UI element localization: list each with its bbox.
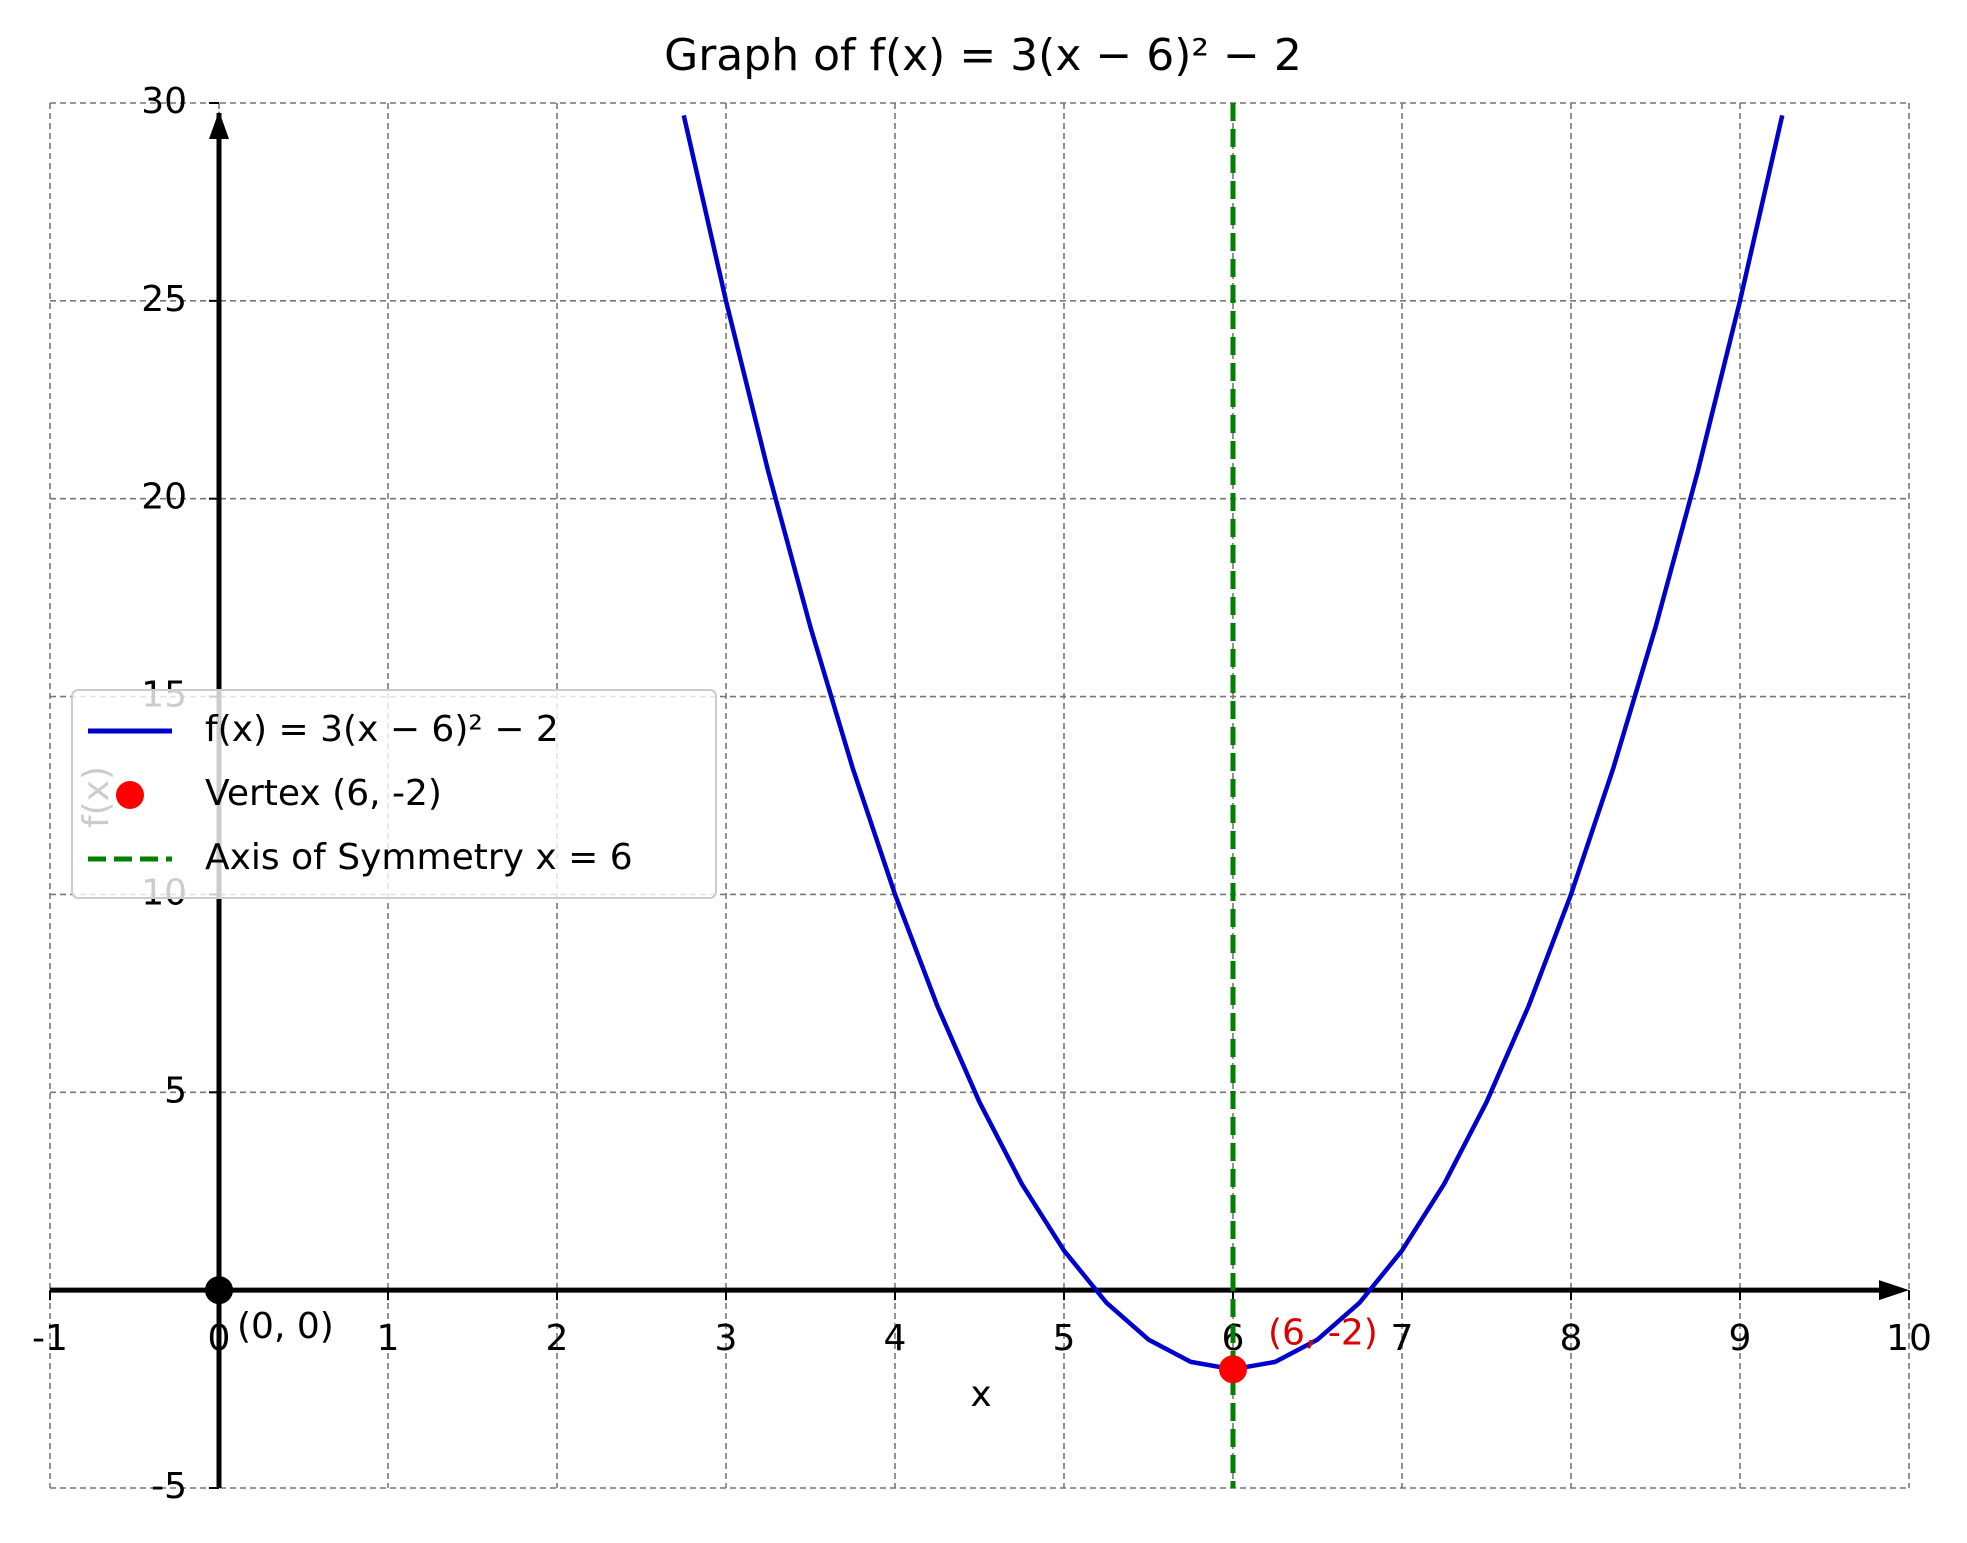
y-tick-label: 5 (164, 1070, 187, 1111)
x-tick-label: 4 (884, 1318, 907, 1359)
x-tick-label: 10 (1886, 1318, 1932, 1359)
x-tick-label: -1 (32, 1318, 68, 1359)
x-tick-label: 8 (1560, 1318, 1583, 1359)
y-tick-label: 25 (141, 279, 187, 320)
x-tick-label: 1 (377, 1318, 400, 1359)
legend-label: Vertex (6, -2) (205, 773, 442, 814)
legend-box (71, 689, 717, 899)
annotation: (6, -2) (1268, 1312, 1378, 1353)
legend-label: f(x) = 3(x − 6)² − 2 (205, 709, 559, 750)
y-axis-arrow (209, 111, 229, 139)
x-axis-label: x (970, 1374, 991, 1415)
legend-label: Axis of Symmetry x = 6 (205, 837, 633, 878)
vertex-point (1219, 1355, 1247, 1384)
x-axis-arrow (1879, 1280, 1909, 1301)
y-tick-label: 30 (141, 81, 187, 122)
x-tick-label: 0 (208, 1318, 231, 1359)
legend-marker (116, 781, 144, 809)
x-tick-label: 3 (715, 1318, 738, 1359)
legend: f(x) = 3(x − 6)² − 2 Vertex (6, -2) Axis o… (71, 689, 717, 899)
x-tick-label: 9 (1729, 1318, 1752, 1359)
y-tick-label: -5 (151, 1466, 187, 1507)
y-tick-label: 20 (141, 477, 187, 518)
annotation: (0, 0) (237, 1306, 334, 1347)
x-tick-label: 5 (1053, 1318, 1076, 1359)
x-tick-label: 7 (1391, 1318, 1414, 1359)
origin-point (205, 1276, 233, 1305)
x-tick-label: 2 (546, 1318, 569, 1359)
chart-title: Graph of f(x) = 3(x − 6)² − 2 (664, 30, 1302, 81)
